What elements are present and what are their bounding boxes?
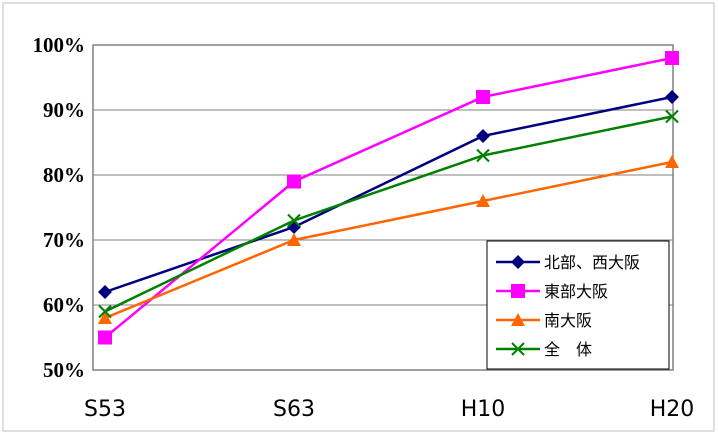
data-point-0-2 [476, 129, 490, 143]
series-3 [98, 109, 679, 319]
legend-label: 全 体 [544, 340, 592, 359]
series-line-1 [104, 56, 673, 339]
series-1 [98, 51, 679, 345]
data-point-0-3 [665, 90, 679, 104]
legend-marker-0 [511, 255, 525, 269]
data-point-3-1 [287, 213, 301, 228]
legend-marker-2 [511, 313, 525, 326]
data-point-3-2 [476, 148, 490, 163]
y-tick-label: 90% [43, 98, 85, 122]
legend-item: 東部大阪 [496, 282, 608, 301]
x-tick-label: H20 [650, 397, 695, 422]
x-tick-label: H10 [461, 397, 506, 422]
legend-marker-3 [511, 342, 525, 356]
x-tick-label: S53 [84, 397, 126, 422]
series-group [98, 51, 679, 345]
y-tick-label: 50% [43, 358, 85, 382]
data-point-1-2 [476, 90, 490, 104]
data-point-1-0 [98, 330, 112, 345]
gridlines [93, 109, 673, 306]
x-axis-tick-labels: S53 S63 H10 H20 [84, 397, 694, 422]
series-line-2 [104, 160, 673, 320]
y-tick-label: 70% [43, 228, 85, 252]
legend-item: 北部、西大阪 [496, 253, 640, 272]
data-point-2-3 [665, 155, 679, 168]
data-point-1-1 [287, 174, 301, 189]
data-point-2-0 [98, 311, 112, 324]
y-tick-label: 60% [43, 293, 85, 317]
y-tick-label: 100% [33, 33, 86, 57]
series-line-3 [104, 115, 673, 313]
legend-item: 全 体 [496, 340, 592, 359]
legend-item: 南大阪 [496, 311, 592, 330]
data-point-2-1 [287, 233, 301, 246]
data-point-3-3 [665, 109, 679, 124]
data-point-0-0 [98, 285, 112, 299]
series-2 [98, 155, 679, 324]
legend-label: 北部、西大阪 [544, 253, 640, 272]
legend-label: 南大阪 [544, 311, 592, 330]
x-tick-label: S63 [273, 397, 315, 422]
legend-label: 東部大阪 [544, 282, 608, 301]
data-point-1-3 [665, 51, 679, 65]
legend-marker-1 [511, 284, 525, 298]
y-tick-label: 80% [43, 163, 85, 187]
data-point-3-0 [98, 304, 112, 319]
data-point-2-2 [476, 194, 490, 207]
y-axis-tick-labels: 50% 60% 70% 80% 90% 100% [33, 33, 86, 382]
